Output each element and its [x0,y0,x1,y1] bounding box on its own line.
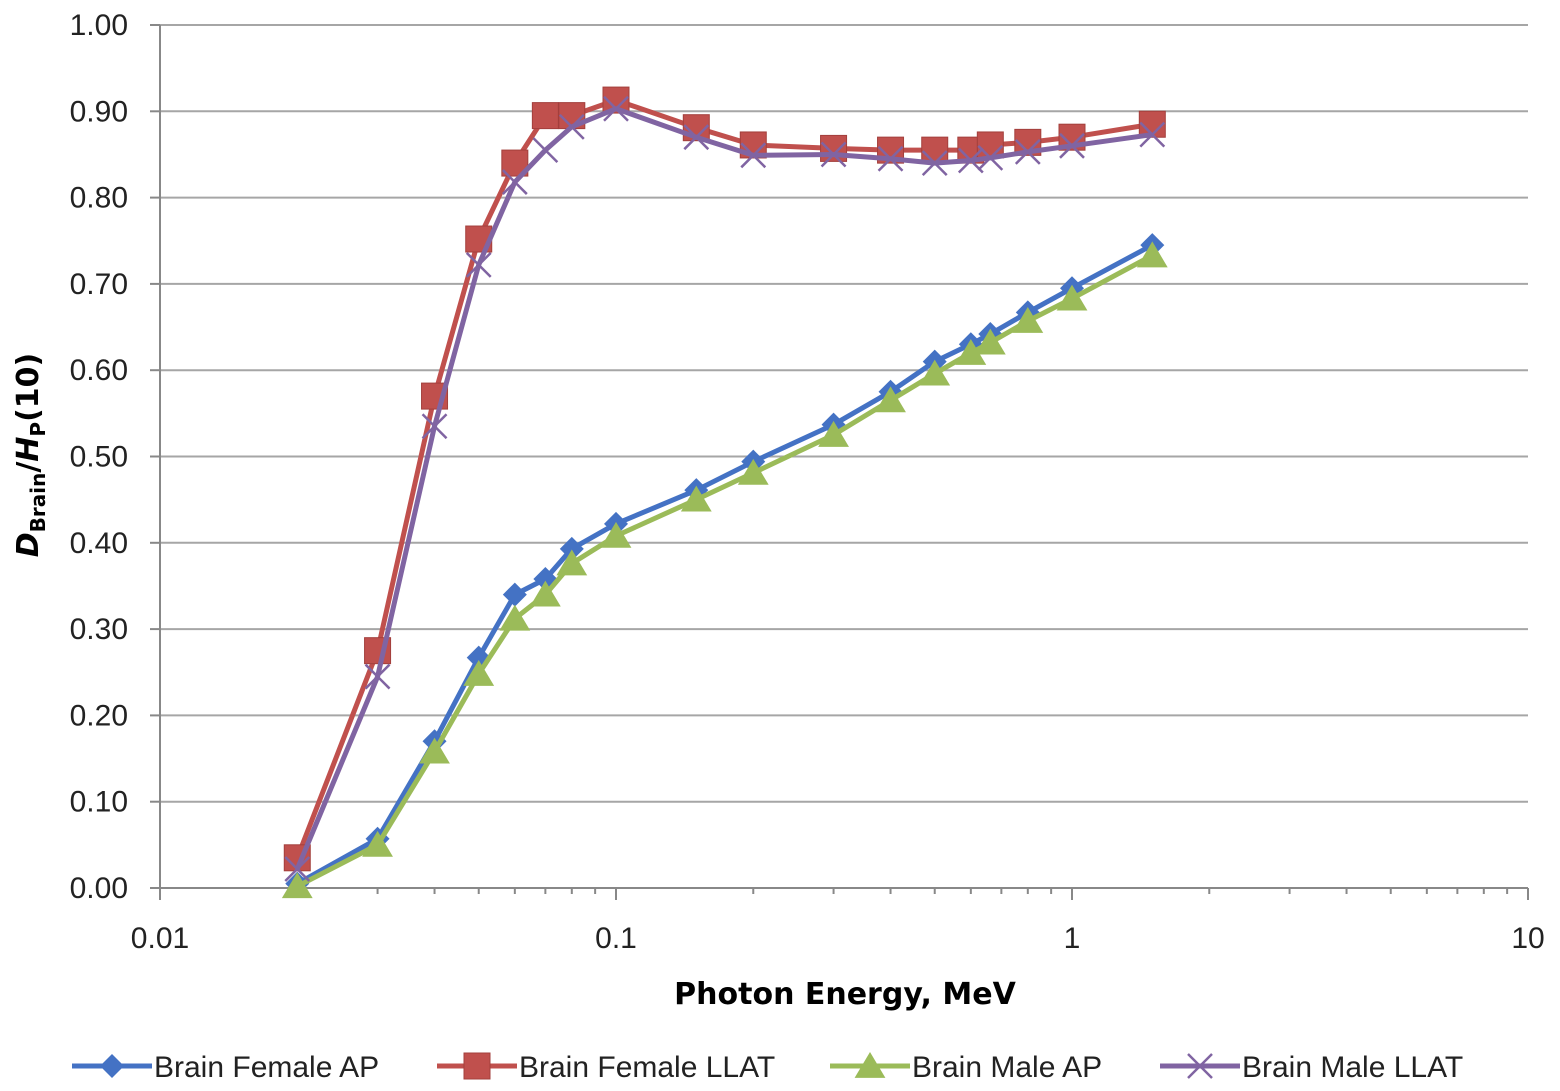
y-tick-label: 0.40 [70,527,128,560]
legend-item: Brain Male AP [830,1051,1102,1084]
data-point-x [921,150,948,176]
data-point-x [977,145,1004,171]
data-point-square [463,1052,491,1080]
data-point-square [921,136,949,164]
series-line [294,106,1153,870]
data-point-triangle [974,328,1006,355]
data-point-triangle [875,386,906,413]
data-point-x [683,124,710,151]
data-point-triangle [281,872,313,899]
data-point-x [284,856,311,882]
y-tick-label: 0.90 [70,95,128,128]
plot-area [281,86,1168,899]
data-point-x [1014,138,1041,165]
legend-label: Brain Female AP [154,1051,379,1084]
data-point-x [877,145,904,172]
data-point-x [501,169,528,195]
y-tick-label: 0.30 [70,613,128,646]
y-axis-title-h-sub: P [26,422,50,437]
data-point-triangle [499,604,531,631]
data-point-triangle [600,521,632,548]
data-point-diamond [100,1054,124,1078]
data-point-triangle [529,580,561,607]
x-tick-label: 10 [1511,922,1544,955]
data-point-triangle [919,359,951,386]
y-tick-label: 0.60 [70,354,128,387]
data-point-triangle [854,1052,886,1078]
data-point-x [1139,121,1166,148]
data-point-x [740,142,767,169]
series-line [296,242,1154,886]
data-point-x [421,413,448,440]
data-point-x [603,95,629,122]
y-tick-label: 0.10 [70,786,128,819]
data-point-triangle [1012,307,1044,333]
data-point-triangle [1056,284,1088,311]
series-line [296,253,1154,889]
y-axis-title-tail: (10) [11,353,46,422]
series [281,241,1168,899]
data-point-x [465,252,492,278]
x-tick-label: 1 [1064,922,1081,955]
data-point-triangle [419,737,450,764]
y-axis-title-slash: / [11,462,46,473]
series [284,95,1166,882]
data-point-diamond [559,536,584,561]
y-axis-title-d: D [11,532,46,557]
data-point-diamond [502,582,527,607]
data-point-triangle [737,458,769,485]
data-point-x [532,137,559,164]
data-point-x [558,113,585,140]
data-point-square [531,102,559,130]
data-point-x [1187,1053,1213,1079]
y-tick-label: 1.00 [70,9,128,42]
y-axis-title: DBrain/HP(10) [11,353,50,558]
data-point-triangle [680,485,712,512]
y-tick-labels: 0.00 0.10 0.20 0.30 0.40 0.50 0.60 0.70 0.80 0.90… [70,9,128,905]
y-tick-label: 0.80 [70,182,128,215]
x-axis-title: Photon Energy, MeV [674,977,1016,1012]
data-point-triangle [556,549,588,576]
y-tick-label: 0.00 [70,872,128,905]
axes [150,24,1529,900]
x-tick-label: 0.1 [595,922,637,955]
data-point-x [364,663,391,690]
legend-item: Brain Female LLAT [437,1051,775,1084]
legend-label: Brain Female LLAT [519,1051,775,1084]
data-point-triangle [362,830,393,857]
y-axis-title-h: H [11,437,46,462]
y-tick-label: 0.50 [70,441,128,474]
legend-item: Brain Male LLAT [1160,1051,1463,1084]
data-point-triangle [955,338,987,365]
data-point-x [1059,132,1085,159]
data-point-triangle [1136,241,1168,268]
data-point-triangle [818,420,849,447]
y-tick-label: 0.20 [70,699,128,732]
legend-label: Brain Male LLAT [1242,1051,1463,1084]
legend-label: Brain Male AP [912,1051,1102,1084]
legend: Brain Female AP Brain Female LLAT Brain Ma… [72,1051,1463,1084]
y-tick-label: 0.70 [70,268,128,301]
y-axis-title-d-sub: Brain [26,473,50,533]
legend-item: Brain Female AP [72,1051,379,1084]
data-point-triangle [463,659,495,686]
series [283,86,1166,872]
x-tick-label: 0.01 [131,922,189,955]
data-point-x [820,141,847,168]
x-tick-labels: 0.01 0.1 1 10 [131,922,1545,955]
